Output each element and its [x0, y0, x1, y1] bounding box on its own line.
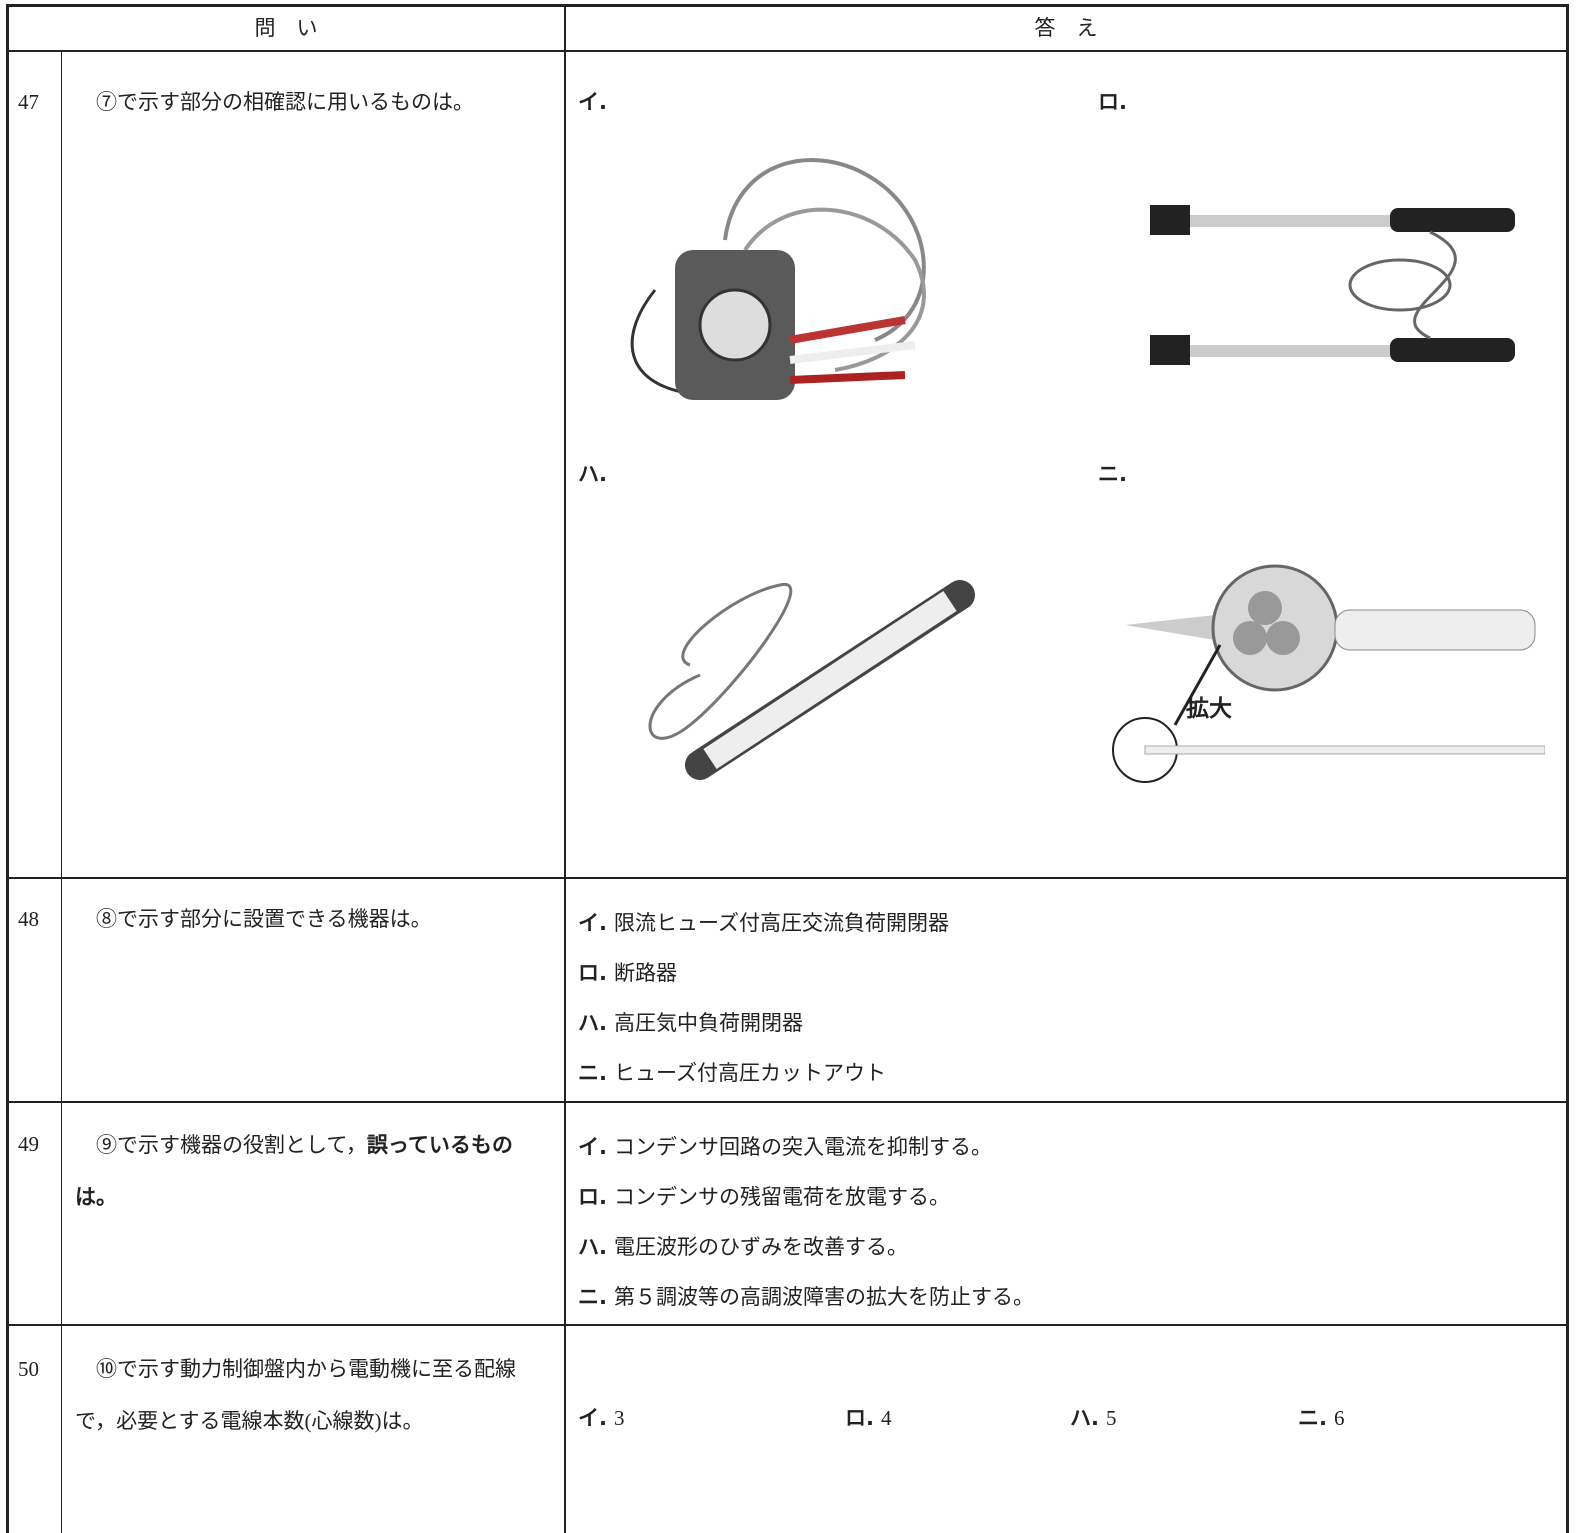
- option-text: 5: [1106, 1406, 1117, 1430]
- option-label: ロ.: [845, 1406, 874, 1430]
- option-text: 限流ヒューズ付高圧交流負荷開閉器: [614, 911, 949, 935]
- option-text: 4: [881, 1406, 892, 1430]
- question: ⑧で示す部分に設置できる機器は。: [96, 907, 432, 931]
- option-label: ハ.: [578, 1011, 607, 1035]
- number: 50: [18, 1357, 39, 1381]
- option-label: ロ.: [578, 961, 607, 985]
- header: 答 え: [1034, 16, 1098, 40]
- option-text: コンデンサ回路の突入電流を抑制する。: [614, 1135, 992, 1159]
- option-text: 6: [1334, 1406, 1345, 1430]
- rule: [6, 50, 1569, 52]
- option-label: イ.: [578, 1135, 607, 1159]
- rule: [1566, 4, 1569, 1533]
- option-label: ニ.: [1298, 1406, 1327, 1430]
- question-text: ⑨で示す機器の役割として，: [96, 1133, 367, 1157]
- option-text: ヒューズ付高圧カットアウト: [614, 1061, 886, 1085]
- option-label: ハ.: [578, 1235, 607, 1259]
- question-emphasis: 誤っているものは。: [75, 1133, 513, 1209]
- option-label: イ.: [578, 911, 607, 935]
- phase-checker-image: [630, 158, 926, 400]
- annotation: 拡大: [1186, 696, 1232, 722]
- number: 49: [18, 1132, 39, 1156]
- rule: [6, 4, 1569, 7]
- option-text: 高圧気中負荷開閉器: [614, 1011, 803, 1035]
- option-label: ニ.: [578, 1285, 607, 1309]
- question: ⑨で示す機器の役割として，誤っているものは。: [75, 1119, 545, 1223]
- option-label: ニ.: [1098, 462, 1127, 486]
- rule: [6, 1101, 1569, 1103]
- question: ⑦で示す部分の相確認に用いるものは。: [96, 90, 474, 114]
- rule: [564, 4, 566, 1533]
- question: ⑩で示す動力制御盤内から電動機に至る配線で，必要とする電線本数(心線数)は。: [75, 1357, 516, 1433]
- rule: [6, 877, 1569, 879]
- option-text: 第５調波等の高調波障害の拡大を防止する。: [614, 1285, 1034, 1309]
- rule: [61, 51, 62, 1533]
- option-text: 断路器: [614, 961, 677, 985]
- rule: [6, 1324, 1569, 1326]
- option-label: ハ.: [1070, 1406, 1099, 1430]
- option-label: ハ.: [578, 462, 607, 486]
- option-text: 3: [614, 1406, 625, 1430]
- header: 問 い: [254, 16, 318, 40]
- tube-image: [648, 580, 975, 780]
- number: 48: [18, 907, 39, 931]
- option-label: ロ.: [578, 1185, 607, 1209]
- detector-image: [1150, 205, 1515, 365]
- option-label: ニ.: [578, 1061, 607, 1085]
- option-text: 電圧波形のひずみを改善する。: [614, 1235, 908, 1259]
- number: 47: [18, 90, 39, 114]
- option-text: コンデンサの残留電荷を放電する。: [614, 1185, 950, 1209]
- rule: [6, 4, 9, 1533]
- option-label: ロ.: [1098, 90, 1127, 114]
- phase-meter-image: [1112, 564, 1545, 783]
- option-label: イ.: [578, 1406, 607, 1430]
- option-label: イ.: [578, 90, 607, 114]
